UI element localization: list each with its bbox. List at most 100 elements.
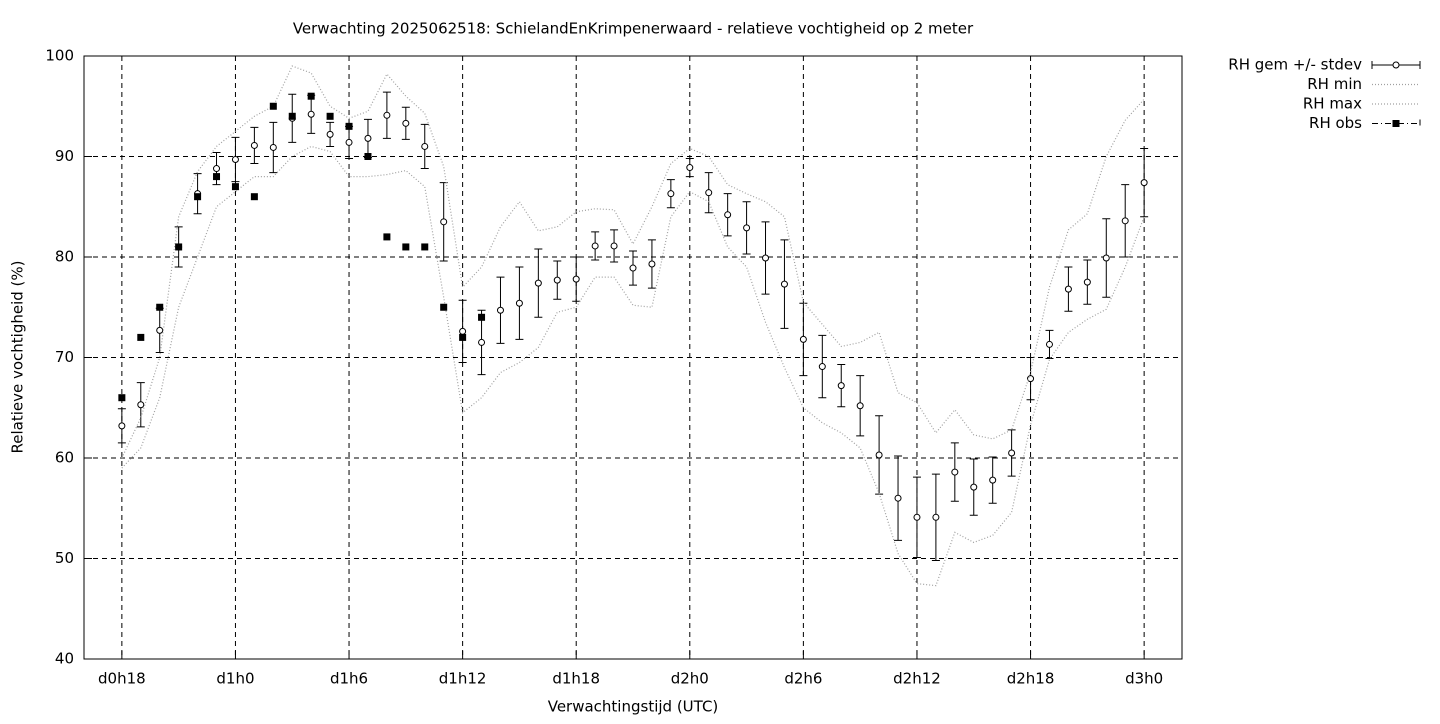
y-tick-label: 90 xyxy=(55,147,74,165)
mean-point xyxy=(875,451,883,459)
x-axis-label: Verwachtingstijd (UTC) xyxy=(548,698,719,716)
x-tick-label: d1h12 xyxy=(439,670,487,688)
mean-point xyxy=(1083,278,1091,286)
legend-label: RH max xyxy=(1303,95,1362,113)
mean-point xyxy=(478,338,486,346)
mean-point xyxy=(213,165,221,173)
mean-point xyxy=(743,224,751,232)
mean-point xyxy=(799,335,807,343)
chart-title: Verwachting 2025062518: SchielandEnKrimp… xyxy=(293,20,974,38)
mean-point xyxy=(591,242,599,250)
obs-point xyxy=(345,122,353,130)
mean-point xyxy=(970,483,978,491)
x-tick-label: d2h6 xyxy=(784,670,822,688)
legend-label: RH min xyxy=(1307,75,1362,93)
y-tick-label: 60 xyxy=(55,449,74,467)
legend-label: RH gem +/- stdev xyxy=(1228,56,1362,74)
mean-point xyxy=(762,254,770,262)
mean-point xyxy=(156,326,164,334)
mean-point xyxy=(459,327,467,335)
mean-point xyxy=(818,363,826,371)
mean-point xyxy=(856,402,864,410)
mean-point xyxy=(496,306,504,314)
obs-point xyxy=(213,173,221,181)
mean-point xyxy=(629,264,637,272)
obs-point xyxy=(421,243,429,251)
x-tick-label: d1h18 xyxy=(552,670,600,688)
mean-point xyxy=(231,156,239,164)
obs-point xyxy=(156,303,164,311)
obs-point xyxy=(288,112,296,120)
mean-point xyxy=(307,110,315,118)
mean-point xyxy=(610,242,618,250)
legend-symbol xyxy=(1372,119,1421,128)
mean-point xyxy=(1045,340,1053,348)
mean-point xyxy=(515,299,523,307)
x-tick-label: d1h6 xyxy=(330,670,368,688)
obs-point xyxy=(175,243,183,251)
legend-symbol xyxy=(1392,61,1400,69)
mean-point xyxy=(686,164,694,172)
mean-point xyxy=(913,513,921,521)
mean-point xyxy=(951,468,959,476)
x-tick-label: d2h12 xyxy=(893,670,941,688)
mean-point xyxy=(705,189,713,197)
mean-point xyxy=(553,276,561,284)
mean-point xyxy=(345,138,353,146)
mean-point xyxy=(383,111,391,119)
obs-point xyxy=(440,303,448,311)
obs-point xyxy=(307,92,315,100)
mean-point xyxy=(1121,217,1129,225)
range-line xyxy=(121,145,1145,587)
mean-point xyxy=(118,422,126,430)
mean-point xyxy=(402,119,410,127)
mean-point xyxy=(648,260,656,268)
mean-point xyxy=(572,275,580,283)
legend-symbol xyxy=(1392,120,1400,127)
mean-point xyxy=(269,143,277,151)
mean-point xyxy=(932,513,940,521)
y-axis-label: Relatieve vochtigheid (%) xyxy=(9,260,27,453)
y-tick-label: 50 xyxy=(55,549,74,567)
range-line xyxy=(121,65,1145,459)
mean-point xyxy=(989,476,997,484)
mean-point xyxy=(780,280,788,288)
obs-point xyxy=(459,333,467,341)
obs-point xyxy=(402,243,410,251)
mean-point xyxy=(724,211,732,219)
obs-point xyxy=(326,112,334,120)
obs-point xyxy=(364,153,372,160)
mean-point xyxy=(667,190,675,198)
x-tick-label: d2h18 xyxy=(1007,670,1055,688)
mean-point xyxy=(894,494,902,502)
obs-point xyxy=(269,102,277,110)
mean-point xyxy=(440,218,448,226)
x-tick-label: d2h0 xyxy=(671,670,709,688)
obs-point xyxy=(383,233,391,241)
mean-point xyxy=(1064,285,1072,293)
y-tick-label: 70 xyxy=(55,348,74,366)
mean-point xyxy=(837,382,845,390)
x-tick-label: d0h18 xyxy=(98,670,146,688)
mean-point xyxy=(534,279,542,287)
mean-point xyxy=(250,141,258,149)
mean-point xyxy=(326,130,334,138)
mean-point xyxy=(364,134,372,142)
mean-point xyxy=(137,401,145,409)
mean-point xyxy=(1102,254,1110,262)
legend-label: RH obs xyxy=(1309,114,1362,132)
x-tick-label: d3h0 xyxy=(1125,670,1163,688)
obs-point xyxy=(250,193,258,201)
y-tick-label: 40 xyxy=(55,650,74,668)
obs-point xyxy=(231,183,239,191)
plot-frame xyxy=(83,55,1183,660)
x-tick-label: d1h0 xyxy=(216,670,254,688)
obs-point xyxy=(194,193,202,201)
mean-point xyxy=(421,142,429,150)
obs-point xyxy=(478,313,486,321)
obs-point xyxy=(137,333,145,341)
y-tick-label: 100 xyxy=(45,47,74,65)
mean-point xyxy=(1140,179,1148,187)
